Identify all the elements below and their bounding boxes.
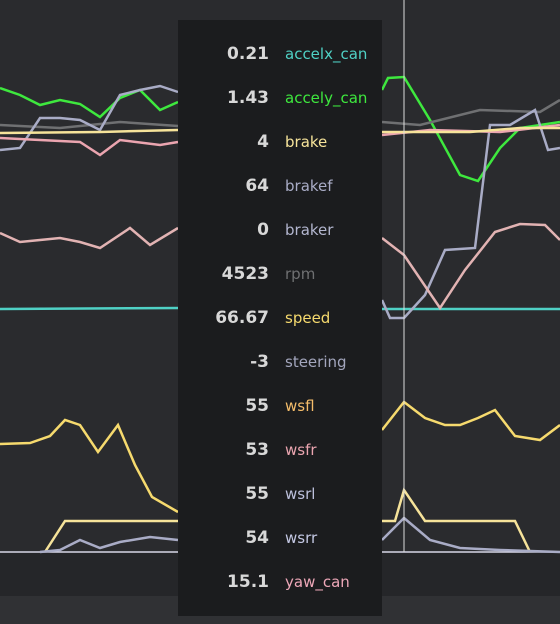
row-value: 15.1 <box>227 572 269 592</box>
row-name: speed <box>285 309 331 327</box>
tooltip-row: 4523 rpm <box>178 262 382 286</box>
row-value: 53 <box>245 440 269 460</box>
row-name: yaw_can <box>285 573 350 591</box>
tooltip: 0.21 accelx_can 1.43 accely_can 4 brake 64 brak… <box>178 20 382 616</box>
row-name: brake <box>285 133 328 151</box>
tooltip-row: 0 braker <box>178 218 382 242</box>
row-value: 0 <box>257 220 269 240</box>
row-value: 55 <box>245 484 269 504</box>
tooltip-row: 55 wsrl <box>178 482 382 506</box>
row-value: -3 <box>250 352 269 372</box>
tooltip-row: -3 steering <box>178 350 382 374</box>
row-name: wsfl <box>285 397 315 415</box>
tooltip-row: 64 brakef <box>178 174 382 198</box>
row-name: braker <box>285 221 334 239</box>
row-value: 54 <box>245 528 269 548</box>
row-value: 66.67 <box>215 308 269 328</box>
row-value: 64 <box>245 176 269 196</box>
tooltip-row: 53 wsfr <box>178 438 382 462</box>
tooltip-row: 54 wsrr <box>178 526 382 550</box>
row-value: 0.21 <box>227 44 269 64</box>
row-name: rpm <box>285 265 316 283</box>
tooltip-row: 66.67 speed <box>178 306 382 330</box>
row-name: steering <box>285 353 347 371</box>
row-name: brakef <box>285 177 333 195</box>
row-name: wsrr <box>285 529 318 547</box>
tooltip-row: 0.21 accelx_can <box>178 42 382 66</box>
row-value: 55 <box>245 396 269 416</box>
row-name: accelx_can <box>285 45 368 63</box>
row-name: wsrl <box>285 485 316 503</box>
tooltip-row: 1.43 accely_can <box>178 86 382 110</box>
tooltip-row: 4 brake <box>178 130 382 154</box>
tooltip-row: 15.1 yaw_can <box>178 570 382 594</box>
row-value: 1.43 <box>227 88 269 108</box>
tooltip-row: 55 wsfl <box>178 394 382 418</box>
row-value: 4523 <box>221 264 269 284</box>
row-value: 4 <box>257 132 269 152</box>
row-name: wsfr <box>285 441 317 459</box>
row-name: accely_can <box>285 89 368 107</box>
